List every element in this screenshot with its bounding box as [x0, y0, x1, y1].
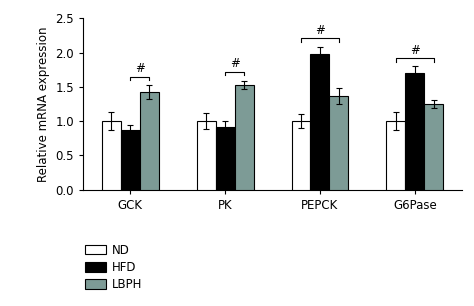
Text: #: # [410, 44, 419, 57]
Bar [424, 104, 443, 190]
Bar [216, 127, 235, 190]
Y-axis label: Relative mRNA expression: Relative mRNA expression [37, 26, 50, 182]
Bar [121, 130, 140, 190]
Bar [197, 121, 216, 190]
Bar [140, 92, 159, 190]
Legend: ND, HFD, LBPH: ND, HFD, LBPH [85, 244, 143, 291]
Bar [102, 121, 121, 190]
Text: #: # [135, 62, 145, 75]
Bar [386, 121, 405, 190]
Bar [292, 121, 310, 190]
Bar [405, 73, 424, 190]
Bar [235, 85, 254, 190]
Text: #: # [230, 58, 239, 70]
Text: #: # [315, 24, 325, 37]
Bar [329, 96, 348, 190]
Bar [310, 54, 329, 190]
